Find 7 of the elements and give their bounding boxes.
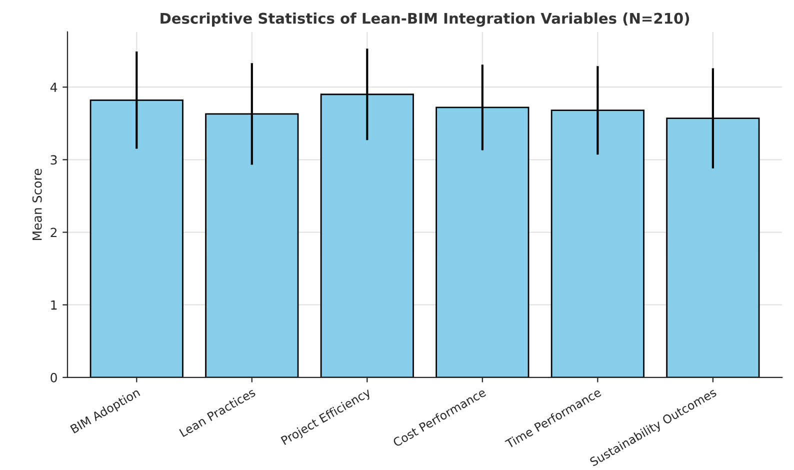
- chart-title: Descriptive Statistics of Lean-BIM Integration Variables (N=210): [160, 12, 690, 27]
- y-tick-label: 3: [50, 155, 57, 165]
- y-tick-label: 2: [50, 228, 57, 238]
- y-tick-label: 4: [50, 82, 58, 92]
- y-axis-title: Mean Score: [32, 168, 42, 240]
- y-tick-label: 1: [51, 300, 57, 310]
- y-tick-label: 0: [50, 372, 57, 382]
